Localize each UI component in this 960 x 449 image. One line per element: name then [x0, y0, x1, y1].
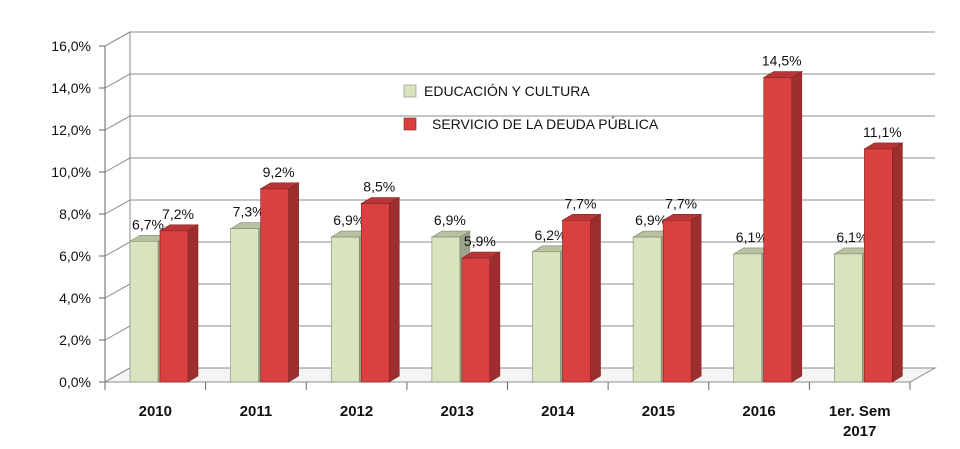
educacion-bar — [733, 253, 763, 383]
gridline — [104, 283, 935, 299]
deuda-bar — [864, 148, 893, 383]
deuda-data-label: 14,5% — [762, 53, 802, 69]
y-tick-label: 8,0% — [59, 206, 91, 222]
gridline — [104, 157, 935, 173]
deuda-bar-side — [388, 196, 400, 383]
legend-label: EDUCACIÓN Y CULTURA — [424, 83, 590, 99]
x-tick-label: 2010 — [139, 403, 172, 420]
x-tick-label: 1er. Sem — [829, 403, 891, 420]
gridline — [104, 31, 935, 47]
deuda-bar-side — [489, 251, 501, 383]
x-tick-label: 2015 — [642, 403, 675, 420]
x-tick-label: 2016 — [742, 403, 775, 420]
legend-label: SERVICIO DE LA DEUDA PÚBLICA — [432, 116, 659, 132]
educacion-bar — [834, 253, 863, 383]
y-tick-label: 14,0% — [51, 80, 91, 96]
deuda-data-label: 11,1% — [863, 124, 902, 140]
x-tick-label: 2012 — [340, 403, 373, 420]
legend-swatch — [403, 84, 417, 98]
x-tick-label: 2014 — [541, 403, 575, 420]
deuda-data-label: 9,2% — [263, 164, 295, 180]
deuda-bar — [260, 188, 289, 383]
y-tick-label: 12,0% — [51, 122, 91, 138]
y-tick-label: 10,0% — [51, 164, 91, 180]
educacion-bar — [632, 236, 662, 383]
deuda-bar — [662, 220, 692, 383]
gridline — [104, 73, 935, 89]
gridline — [104, 115, 935, 131]
y-tick-label: 4,0% — [59, 290, 91, 306]
deuda-data-label: 7,7% — [665, 195, 697, 211]
deuda-bar-side — [690, 213, 702, 383]
deuda-bar-side — [791, 70, 803, 383]
deuda-bar-side — [288, 182, 299, 383]
educacion-bar — [129, 241, 159, 383]
educacion-data-label: 6,1% — [736, 229, 768, 245]
educacion-data-label: 6,1% — [836, 229, 868, 245]
deuda-bar — [562, 220, 591, 383]
deuda-data-label: 7,7% — [565, 195, 597, 211]
y-tick-label: 16,0% — [51, 38, 91, 54]
y-tick-label: 0,0% — [59, 374, 91, 390]
deuda-bar — [461, 257, 491, 383]
educacion-data-label: 6,9% — [333, 212, 365, 228]
deuda-bar-side — [187, 224, 199, 383]
deuda-bar-side — [892, 142, 903, 383]
deuda-bar — [763, 77, 793, 383]
y-tick-label: 2,0% — [59, 332, 91, 348]
gridline — [104, 325, 935, 341]
deuda-data-label: 5,9% — [464, 233, 496, 249]
chart-floor — [103, 367, 937, 383]
educacion-data-label: 6,2% — [535, 227, 567, 243]
gridline — [104, 241, 935, 257]
educacion-bar — [532, 251, 561, 383]
deuda-bar — [159, 230, 189, 383]
deuda-data-label: 8,5% — [363, 179, 395, 195]
x-tick-label: 2011 — [240, 403, 273, 420]
x-tick-label: 2017 — [843, 423, 876, 440]
educacion-data-label: 6,7% — [132, 216, 164, 232]
deuda-bar-side — [590, 213, 601, 383]
educacion-data-label: 6,9% — [635, 212, 667, 228]
deuda-data-label: 7,2% — [162, 206, 194, 222]
educacion-bar — [431, 236, 461, 383]
legend-swatch — [403, 117, 417, 131]
gridline — [104, 199, 935, 215]
x-tick-label: 2013 — [441, 403, 474, 420]
educacion-bar — [230, 228, 259, 383]
educacion-data-label: 7,3% — [233, 204, 265, 220]
educacion-bar — [330, 236, 360, 383]
educacion-data-label: 6,9% — [434, 212, 466, 228]
y-tick-label: 6,0% — [59, 248, 91, 264]
deuda-bar — [360, 203, 390, 383]
